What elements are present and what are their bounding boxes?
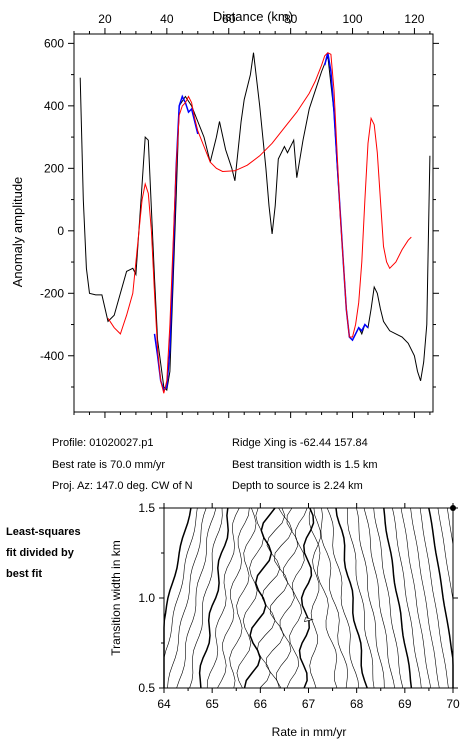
bottom-y-axis-label: Transition width in km — [109, 540, 123, 656]
side-caption-line: best fit — [6, 568, 43, 580]
contour-line — [419, 507, 449, 689]
x-tick-label: 67 — [302, 697, 316, 711]
x-tick-label: 40 — [160, 12, 174, 26]
contour-line — [163, 507, 192, 688]
y-tick-label: 0.5 — [138, 681, 155, 695]
y-tick-label: 600 — [44, 36, 64, 50]
synthetic-profile-line — [107, 52, 412, 394]
x-tick-label: 80 — [284, 12, 298, 26]
contour-line — [229, 507, 257, 689]
x-tick-label: 68 — [350, 697, 364, 711]
contour-line — [392, 507, 422, 689]
misfit-contour-chart: 64 65 66 67 68 69 70 0.5 1.0 1.5 Rate in mm/yr Tr… — [109, 501, 460, 739]
contour-line — [363, 507, 395, 689]
contour-line — [356, 507, 385, 689]
profile-text: Profile: 01020027.p1 — [52, 437, 154, 449]
ridge-crossing-text: Ridge Xing is -62.44 157.84 — [232, 437, 368, 449]
contour-line — [276, 507, 299, 689]
contour-line — [265, 507, 293, 689]
contour-line — [176, 507, 217, 689]
bottom-axis-ticks: 64 65 66 67 68 69 70 0.5 1.0 1.5 — [138, 501, 460, 711]
contour-line — [198, 507, 229, 689]
side-caption-line: Least-squares — [6, 526, 81, 538]
top-x-axis-label: Distance (km) — [213, 9, 293, 24]
contour-lines — [163, 507, 454, 689]
x-tick-label: 66 — [254, 697, 268, 711]
best-rate-text: Best rate is 70.0 mm/yr — [52, 459, 166, 471]
y-tick-label: 200 — [44, 161, 64, 175]
anomaly-profile-chart: 20 40 60 80 100 120 600 400 200 0 -200 -400 Distanc… — [10, 9, 439, 418]
x-tick-label: 64 — [157, 697, 171, 711]
contour-line — [326, 507, 360, 689]
side-caption-line: fit divided by — [6, 547, 74, 559]
x-tick-label: 70 — [446, 697, 460, 711]
minimum-marker — [304, 617, 314, 623]
contour-line — [428, 507, 454, 688]
contour-line — [189, 507, 223, 689]
y-tick-label: 400 — [44, 99, 64, 113]
contour-line — [309, 507, 321, 689]
contour-line — [400, 507, 432, 689]
contour-line — [217, 507, 250, 689]
model-fit-line — [153, 52, 369, 392]
depth-to-source-text: Depth to source is 2.24 km — [232, 480, 363, 492]
best-fit-dot — [450, 505, 456, 511]
y-tick-label: 1.0 — [138, 591, 155, 605]
y-tick-label: -200 — [40, 286, 64, 300]
y-tick-label: 0 — [57, 224, 64, 238]
top-plot-frame — [73, 33, 434, 413]
contour-line — [298, 507, 315, 689]
x-tick-label: 69 — [398, 697, 412, 711]
projection-azimuth-text: Proj. Az: 147.0 deg. CW of N — [52, 480, 193, 492]
contour-line — [410, 507, 440, 689]
contour-line — [308, 507, 338, 689]
x-tick-label: 120 — [404, 12, 424, 26]
x-tick-label: 100 — [343, 12, 363, 26]
contour-line — [373, 507, 404, 689]
top-y-axis-label: Anomaly amplitude — [10, 177, 25, 288]
x-tick-label: 60 — [222, 12, 236, 26]
contour-line — [286, 507, 308, 689]
bottom-x-axis-label: Rate in mm/yr — [272, 725, 347, 739]
x-tick-label: 20 — [98, 12, 112, 26]
top-axis-ticks: 20 40 60 80 100 120 600 400 200 0 -200 -400 — [40, 12, 439, 418]
contour-line — [437, 507, 454, 688]
contour-line — [335, 507, 368, 689]
x-tick-label: 65 — [205, 697, 219, 711]
contour-line — [347, 508, 375, 689]
top-series — [79, 52, 431, 394]
contour-line — [320, 507, 349, 689]
observed-profile-line — [79, 52, 431, 392]
transition-width-text: Best transition width is 1.5 km — [232, 459, 378, 471]
contour-line — [243, 507, 276, 689]
contour-line — [383, 507, 413, 689]
contour-line — [167, 507, 207, 689]
y-tick-label: 1.5 — [138, 501, 155, 515]
contour-line — [256, 507, 286, 689]
side-caption: Least-squares fit divided by best fit — [6, 522, 81, 585]
contour-line — [206, 507, 240, 689]
y-tick-label: -400 — [40, 349, 64, 363]
